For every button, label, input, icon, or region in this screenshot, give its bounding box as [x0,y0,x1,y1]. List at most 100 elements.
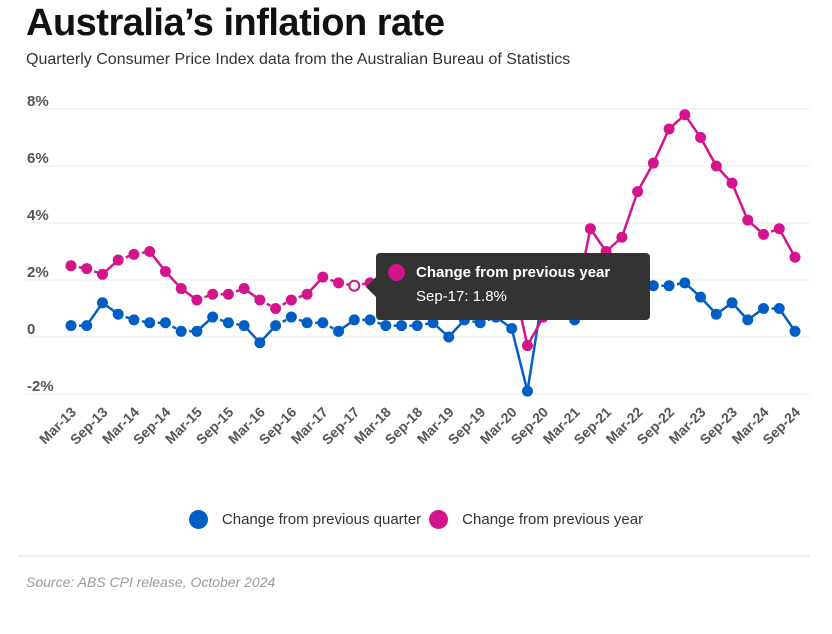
legend: Change from previous quarter Change from… [0,510,832,529]
data-point[interactable] [175,325,187,337]
series-segment [620,191,639,238]
data-point[interactable] [632,186,644,198]
series-segment [652,128,671,164]
data-point[interactable] [128,314,140,326]
x-axis: Mar-13Sep-13Mar-14Sep-14Mar-15Sep-15Mar-… [36,404,803,448]
divider [18,555,810,557]
dot-icon [388,264,405,281]
data-point[interactable] [742,214,754,226]
data-point[interactable] [254,294,266,306]
data-point[interactable] [159,265,171,277]
y-tick-label: 2% [27,264,49,281]
data-point[interactable] [175,283,187,295]
data-point[interactable] [333,277,345,289]
data-point[interactable] [112,308,124,320]
data-point[interactable] [521,385,533,397]
legend-label: Change from previous quarter [221,511,422,528]
y-tick-label: 8% [27,93,49,110]
data-point[interactable] [301,288,313,300]
data-point[interactable] [207,288,219,300]
data-point[interactable] [695,132,707,143]
data-point[interactable] [191,294,203,306]
data-point[interactable] [647,157,659,169]
dot-icon [188,510,208,529]
data-point[interactable] [584,223,596,235]
data-point[interactable] [663,280,675,292]
data-point[interactable] [333,325,345,337]
data-point[interactable] [285,311,297,323]
gridlines [26,108,810,395]
tooltip-title: Change from previous year [416,264,611,281]
data-point[interactable] [758,228,770,240]
data-point[interactable] [789,251,801,263]
data-point[interactable] [65,320,77,332]
data-point[interactable] [238,283,250,295]
data-point[interactable] [773,303,785,314]
data-point[interactable] [348,314,360,326]
tooltip: Change from previous year Sep-17: 1.8% [366,253,650,320]
data-point[interactable] [112,254,124,266]
y-tick-label: -2% [27,378,54,395]
y-tick-label: 4% [27,207,49,224]
data-point[interactable] [81,263,93,275]
data-point[interactable] [159,317,171,329]
data-point[interactable] [301,317,313,329]
legend-item-quarter[interactable]: Change from previous quarter [188,510,422,529]
data-point[interactable] [96,297,108,309]
data-point[interactable] [65,260,77,272]
data-point[interactable] [96,268,108,280]
source-note: Source: ABS CPI release, October 2024 [26,574,276,590]
data-point[interactable] [679,109,691,121]
data-point[interactable] [726,297,738,309]
data-point[interactable] [191,325,203,337]
data-point[interactable] [238,320,250,332]
data-point[interactable] [270,320,282,332]
line-chart: -2% 0 2% 4% 6% 8% Mar-13Sep-13Mar-14Sep-14Mar… [26,93,810,448]
y-axis: -2% 0 2% 4% 6% 8% [27,93,54,395]
data-point[interactable] [317,317,329,329]
dot-icon [429,510,449,529]
data-point[interactable] [710,160,722,172]
data-point[interactable] [222,288,234,300]
data-point[interactable] [474,317,486,329]
y-tick-label: 0 [27,321,35,338]
data-point[interactable] [396,320,408,332]
data-point[interactable] [128,248,140,260]
data-point[interactable] [254,337,266,349]
data-point-highlighted[interactable] [348,279,361,292]
data-point[interactable] [789,325,801,337]
data-point[interactable] [506,322,518,334]
series-segment [510,328,529,392]
data-point[interactable] [663,123,675,135]
series [65,109,801,397]
data-point[interactable] [647,280,659,292]
data-point[interactable] [380,320,392,332]
data-point[interactable] [222,317,234,329]
series-segment [730,182,749,221]
chart-subtitle: Quarterly Consumer Price Index data from… [26,51,571,68]
data-point[interactable] [364,314,376,326]
data-point[interactable] [144,246,156,257]
data-point[interactable] [285,294,297,306]
data-point[interactable] [521,340,533,352]
data-point[interactable] [270,303,282,314]
tooltip-value: Sep-17: 1.8% [416,288,507,305]
data-point[interactable] [411,320,423,332]
data-point[interactable] [616,231,628,243]
y-tick-label: 6% [27,150,49,167]
data-point[interactable] [317,271,329,283]
data-point[interactable] [710,308,722,320]
data-point[interactable] [773,223,785,235]
legend-item-year[interactable]: Change from previous year [429,510,643,529]
data-point[interactable] [679,277,691,289]
data-point[interactable] [144,317,156,329]
data-point[interactable] [81,320,93,332]
data-point[interactable] [427,317,439,329]
data-point[interactable] [726,177,738,189]
data-point[interactable] [207,311,219,323]
data-point[interactable] [758,303,770,314]
data-point[interactable] [443,331,455,343]
data-point[interactable] [695,291,707,303]
data-point[interactable] [742,314,754,326]
legend-label: Change from previous year [462,511,644,528]
